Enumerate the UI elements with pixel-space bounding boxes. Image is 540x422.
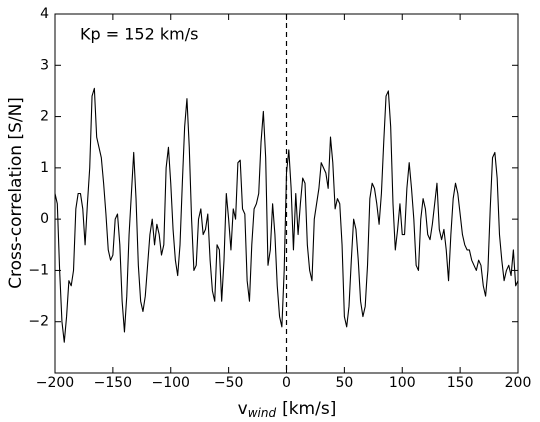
x-axis-label-main: v xyxy=(238,399,248,419)
y-tick-label: −2 xyxy=(28,314,49,330)
plot-frame xyxy=(54,13,519,374)
x-axis-label-unit: [km/s] xyxy=(282,399,336,419)
x-tick-label: 50 xyxy=(335,375,353,391)
y-tick-label: 3 xyxy=(40,57,49,73)
x-tick-label: 0 xyxy=(282,375,291,391)
line-series xyxy=(54,87,519,343)
y-tick-label: −1 xyxy=(28,262,49,278)
x-tick-label: −150 xyxy=(94,375,132,391)
x-tick-label: 200 xyxy=(505,375,532,391)
annotation: Kp = 152 km/s xyxy=(80,25,198,44)
y-tick-label: 2 xyxy=(40,109,49,125)
x-tick-label: −50 xyxy=(214,375,244,391)
x-axis-label-sub: wind xyxy=(248,406,277,420)
y-tick-label: 0 xyxy=(40,211,49,227)
x-tick-label: 150 xyxy=(447,375,474,391)
x-tick-label: 100 xyxy=(389,375,416,391)
x-tick-label: −100 xyxy=(152,375,190,391)
x-tick-label: −200 xyxy=(36,375,74,391)
y-tick-label: 1 xyxy=(40,160,49,176)
x-axis-label: vwind [km/s] xyxy=(238,399,337,420)
y-axis-label: Cross-correlation [S/N] xyxy=(6,97,26,289)
y-tick-label: 4 xyxy=(40,6,49,22)
